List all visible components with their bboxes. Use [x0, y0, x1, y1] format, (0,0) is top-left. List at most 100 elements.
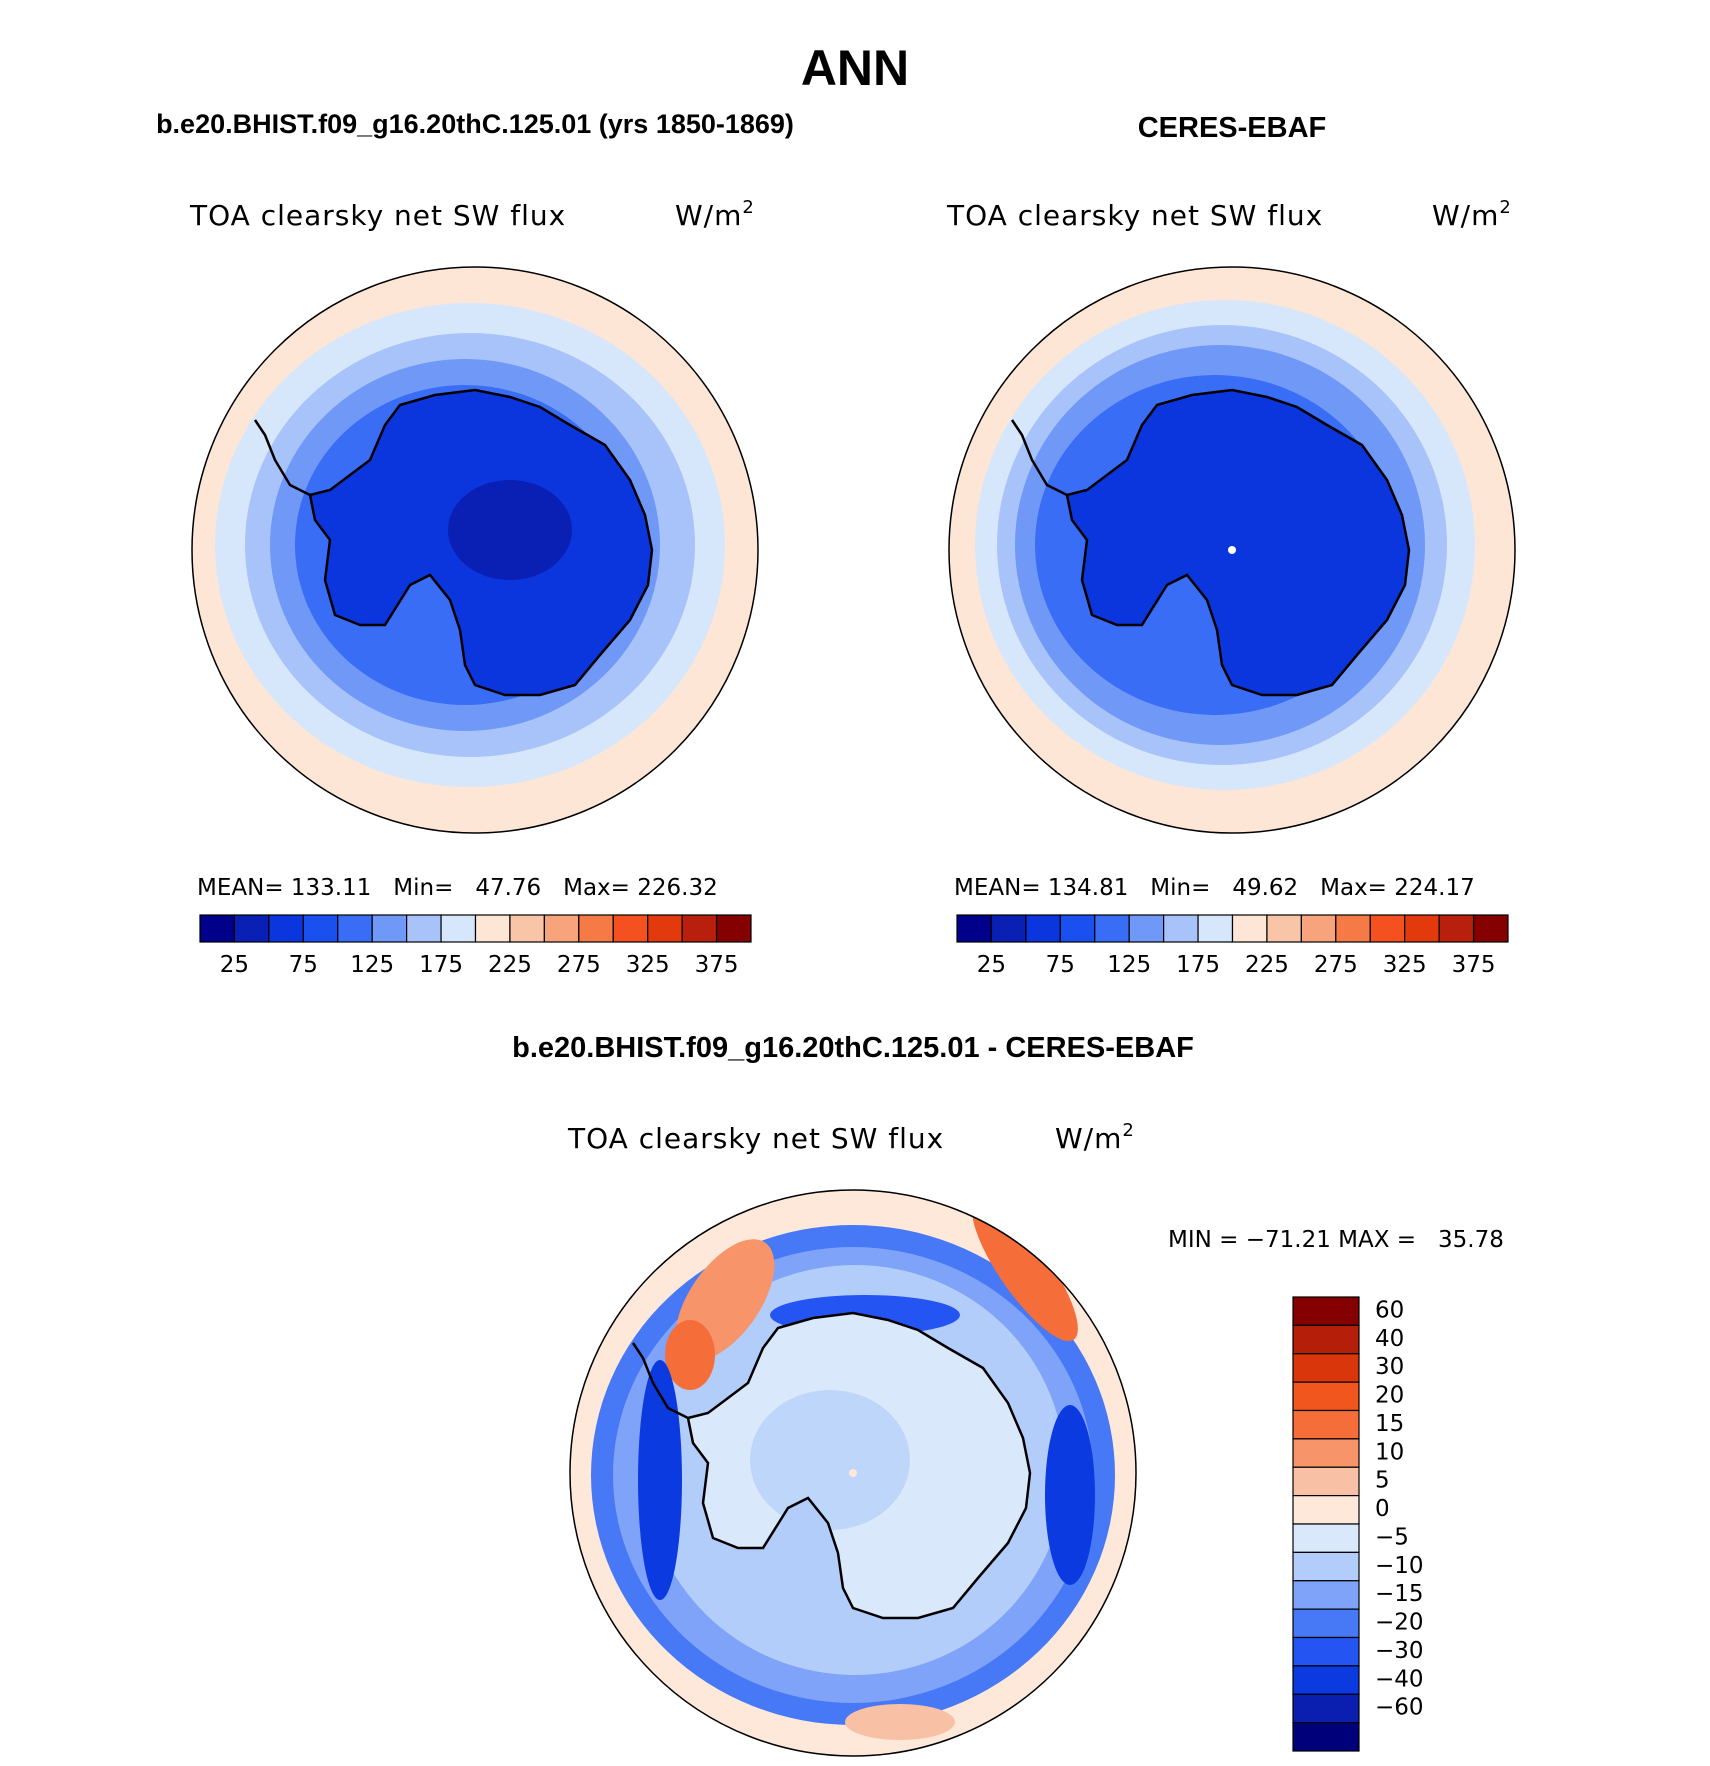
obs-case-title: CERES-EBAF	[1138, 112, 1327, 144]
model-colorbar-box	[268, 914, 304, 943]
diff-colorbar-box	[1292, 1353, 1360, 1383]
diff-colorbar-box	[1292, 1296, 1360, 1326]
diff-colorbar-tick-label: −30	[1375, 1638, 1424, 1664]
diff-colorbar-tick-label: 0	[1375, 1496, 1390, 1522]
model-colorbar-box	[681, 914, 718, 943]
diff-colorbar-tick-label: −40	[1375, 1666, 1424, 1692]
obs-colorbar-tick-label: 125	[1107, 952, 1151, 978]
diff-colorbar-tick-label: −20	[1375, 1610, 1424, 1636]
obs-colorbar-box	[1266, 914, 1302, 943]
obs-colorbar-tick-label: 225	[1245, 952, 1289, 978]
model-colorbar-box	[509, 914, 545, 943]
model-colorbar-tick-label: 325	[626, 952, 670, 978]
model-colorbar-box	[474, 914, 511, 943]
model-colorbar-box	[647, 914, 683, 943]
obs-colorbar-tick-label: 25	[977, 952, 1006, 978]
diff-colorbar-tick-label: 30	[1375, 1354, 1404, 1380]
model-units-label: W/m2	[675, 197, 755, 232]
diff-map	[570, 1190, 1136, 1756]
diff-colorbar-box	[1292, 1324, 1360, 1355]
diff-colorbar-tick-label: −60	[1375, 1695, 1424, 1721]
model-variable-label: TOA clearsky net SW flux	[189, 199, 566, 232]
obs-colorbar-box	[1128, 914, 1165, 943]
model-colorbar-box	[612, 914, 649, 943]
diff-colorbar-box	[1292, 1381, 1360, 1412]
diff-colorbar-box	[1292, 1665, 1360, 1695]
model-stats: MEAN= 133.11 Min= 47.76 Max= 226.32	[197, 875, 718, 901]
diff-colorbar-box	[1292, 1580, 1360, 1610]
model-colorbar-tick-label: 225	[488, 952, 532, 978]
model-colorbar-tick-label: 25	[220, 952, 249, 978]
obs-map-border	[948, 266, 1516, 834]
diff-variable-label: TOA clearsky net SW flux	[567, 1122, 944, 1155]
obs-colorbar-box	[1059, 914, 1096, 943]
diff-colorbar-box	[1292, 1551, 1360, 1582]
obs-variable-label: TOA clearsky net SW flux	[946, 199, 1323, 232]
obs-colorbar-box	[1335, 914, 1371, 943]
diff-colorbar-box	[1292, 1495, 1360, 1525]
obs-colorbar-box	[990, 914, 1027, 943]
diff-colorbar-box	[1292, 1608, 1360, 1639]
panel-diff: b.e20.BHIST.f09_g16.20thC.125.01 - CERES…	[512, 1032, 1504, 1757]
model-colorbar-box	[302, 914, 339, 943]
panel-model: b.e20.BHIST.f09_g16.20thC.125.01 (yrs 18…	[156, 109, 794, 978]
obs-colorbar-box	[1438, 914, 1475, 943]
obs-colorbar-tick-label: 75	[1046, 952, 1075, 978]
diff-units-label: W/m2	[1055, 1120, 1135, 1155]
model-colorbar-box	[406, 914, 442, 943]
model-colorbar-box	[233, 914, 270, 943]
obs-colorbar-box	[1197, 914, 1234, 943]
panel-obs: CERES-EBAF TOA clearsky net SW flux W/m2…	[946, 112, 1516, 978]
obs-colorbar-box	[1404, 914, 1440, 943]
diff-colorbar-box	[1292, 1636, 1360, 1667]
obs-colorbar-tick-label: 375	[1452, 952, 1496, 978]
obs-colorbar-box	[1231, 914, 1268, 943]
diff-map-border	[569, 1189, 1137, 1757]
model-map	[192, 267, 758, 833]
diff-colorbar-tick-label: 60	[1375, 1297, 1404, 1323]
model-map-border	[191, 266, 759, 834]
model-colorbar-box	[578, 914, 614, 943]
obs-map	[949, 267, 1515, 833]
diff-stats: MIN = −71.21 MAX = 35.78	[1168, 1227, 1504, 1253]
model-colorbar-tick-label: 125	[350, 952, 394, 978]
obs-colorbar-tick-label: 325	[1383, 952, 1427, 978]
obs-colorbar-box	[1025, 914, 1061, 943]
diff-case-title: b.e20.BHIST.f09_g16.20thC.125.01 - CERES…	[512, 1032, 1194, 1064]
diff-colorbar-box	[1292, 1409, 1360, 1440]
diff-colorbar-box	[1292, 1523, 1360, 1553]
model-colorbar-tick-label: 75	[289, 952, 318, 978]
diff-colorbar-box	[1292, 1466, 1360, 1497]
obs-colorbar: 25 75 125 175 225 275 325 375	[956, 914, 1509, 978]
obs-colorbar-tick-label: 175	[1176, 952, 1220, 978]
diff-colorbar-tick-label: 10	[1375, 1439, 1404, 1465]
diff-colorbar-tick-label: −5	[1375, 1524, 1409, 1550]
model-colorbar-box	[543, 914, 580, 943]
model-colorbar-box	[199, 914, 236, 943]
model-colorbar-box	[337, 914, 373, 943]
obs-colorbar-box	[1163, 914, 1199, 943]
obs-colorbar-box	[1369, 914, 1406, 943]
obs-colorbar-box	[1472, 914, 1509, 943]
obs-colorbar-box	[1094, 914, 1130, 943]
diff-colorbar-tick-label: 40	[1375, 1326, 1404, 1352]
model-colorbar-tick-label: 175	[419, 952, 463, 978]
diff-colorbar-tick-label: −15	[1375, 1581, 1424, 1607]
figure-title: ANN	[801, 40, 909, 96]
obs-colorbar-box	[956, 914, 993, 943]
diff-colorbar-box	[1292, 1722, 1360, 1752]
obs-colorbar-box	[1300, 914, 1337, 943]
diff-colorbar-box	[1292, 1438, 1360, 1468]
obs-colorbar-tick-label: 275	[1314, 952, 1358, 978]
diff-colorbar-box	[1292, 1693, 1360, 1724]
model-colorbar: 25 75 125 175 225 275 325 375	[199, 914, 752, 978]
model-colorbar-box	[440, 914, 477, 943]
model-case-title: b.e20.BHIST.f09_g16.20thC.125.01 (yrs 18…	[156, 109, 794, 139]
model-colorbar-tick-label: 275	[557, 952, 601, 978]
diff-colorbar-tick-label: 15	[1375, 1411, 1404, 1437]
model-colorbar-box	[371, 914, 408, 943]
diff-colorbar-tick-label: −10	[1375, 1553, 1424, 1579]
model-colorbar-tick-label: 375	[695, 952, 739, 978]
diff-colorbar-tick-label: 5	[1375, 1468, 1390, 1494]
